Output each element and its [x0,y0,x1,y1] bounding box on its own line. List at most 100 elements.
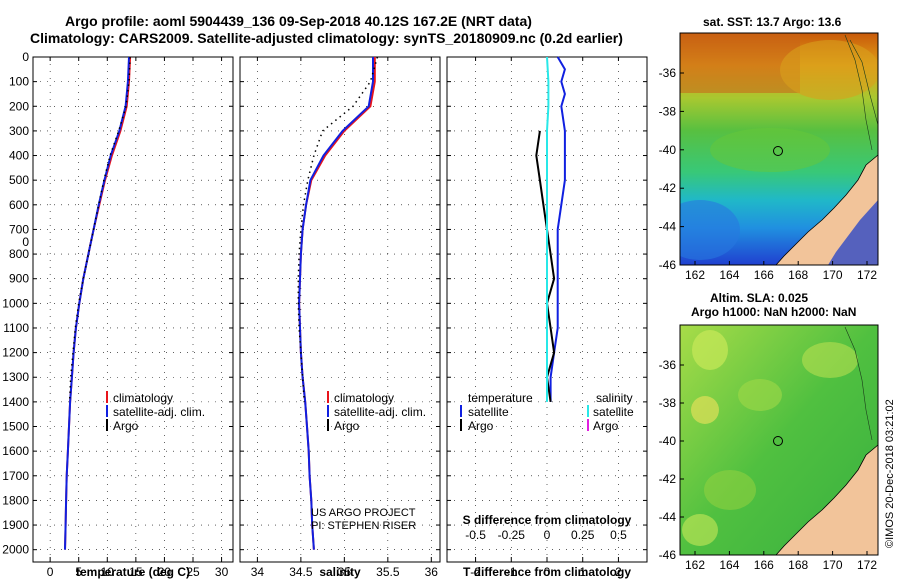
x-tick-label: 20 [158,565,172,579]
legend-temp-argo-swatch [460,419,462,431]
profile-panels: 0100200300400500600700080090010001100120… [2,50,648,579]
map-y-tick-label: -42 [659,472,677,486]
difference-legend: temperature salinity satellite satellite… [460,391,634,433]
depth-tick-label: 1000 [2,296,29,310]
x-tick-label: 34.5 [289,565,313,579]
x-tick-label: 2 [615,565,622,579]
legend-temperature-heading: temperature [468,391,533,405]
depth-tick-label: 0 [22,235,29,249]
new-zealand-land [776,445,878,555]
map-x-tick-label: 168 [788,268,808,282]
secondary-tick-label: -0.25 [498,528,526,542]
depth-tick-label: 1500 [2,420,29,434]
x-tick-label: 36 [425,565,439,579]
bathymetry-contour [844,326,873,441]
map-y-tick-label: -40 [659,143,677,157]
map-y-tick-label: -36 [659,358,677,372]
legend-climatology-label: climatology [334,391,394,405]
depth-tick-label: 0 [22,50,29,64]
depth-tick-label: 1800 [2,493,29,507]
sst-map-frame [679,32,879,266]
series-satellite-adj-clim- [298,57,374,550]
depth-tick-label: 800 [9,247,29,261]
map-x-tick-label: 172 [857,558,877,572]
series-temperature-satellite [549,56,566,402]
legend-argo-swatch [106,419,108,431]
salinity-panel: 34 34.5 35 35.5 36 salinity [239,56,441,579]
salinity-legend: climatology satellite-adj. clim. Argo [327,391,426,433]
legend-sal-argo-swatch [587,419,589,431]
legend-sal-satellite-swatch [587,405,589,417]
sla-map-title2: Argo h1000: NaN h2000: NaN [691,305,856,319]
legend-climatology-label: climatology [113,391,173,405]
sst-warm-patch [680,33,800,93]
series-climatology [64,56,132,550]
secondary-axis-label: S difference from climatology [463,513,632,527]
series-salinity-satellite [546,56,550,402]
legend-satellite-swatch [106,405,108,417]
map-x-tick-label: 170 [823,268,843,282]
legend-sal-argo-label: Argo [593,419,619,433]
depth-tick-label: 1100 [3,321,29,335]
legend-argo-label: Argo [334,419,360,433]
legend-salinity-heading: salinity [596,391,633,405]
credit-line1: US ARGO PROJECT [311,507,416,519]
map-y-tick-label: -42 [659,181,677,195]
depth-tick-label: 600 [9,198,29,212]
temperature-panel: 0 5 10 15 20 25 30 temperature (deg C) [32,56,234,579]
legend-climatology-swatch [327,391,329,403]
x-tick-label: 15 [129,565,143,579]
bathymetry-contour [849,39,878,126]
sla-map-ticks: 162 164 166 168 170 172 -36 -38 -40 -42 -44 -46 [659,358,878,572]
sla-map-frame [679,324,879,556]
x-tick-label: -1 [506,565,517,579]
series-argo [68,56,131,402]
map-y-tick-label: -36 [659,66,677,80]
sst-map-ticks: 162 164 166 168 170 172 -36 -38 -40 -42 -44 -46 [659,66,878,282]
depth-tick-label: 300 [9,124,29,138]
x-tick-label: 25 [186,565,200,579]
series-temperature-argo [535,130,556,403]
x-tick-label: -2 [470,565,481,579]
map-x-tick-label: 172 [857,268,877,282]
land-outline [775,154,878,265]
x-axis-label: T difference from climatology [463,565,631,579]
depth-tick-label: 1600 [2,444,29,458]
legend-climatology-swatch [106,391,108,403]
sst-green-blob [710,128,830,172]
panel-frame [239,56,441,563]
x-tick-label: 0 [544,565,551,579]
x-tick-label: 35 [338,565,352,579]
map-x-tick-label: 166 [754,558,774,572]
legend-satellite-label: satellite-adj. clim. [113,405,205,419]
header-line1: Argo profile: aoml 5904439_136 09-Sep-20… [65,13,532,29]
sst-map-title: sat. SST: 13.7 Argo: 13.6 [703,15,842,29]
sst-warm-blob [780,40,878,100]
depth-tick-label: 900 [9,272,29,286]
sla-blob [704,470,756,510]
imos-watermark: ©IMOS 20-Dec-2018 03:21:02 [884,399,896,548]
map-y-tick-label: -44 [659,510,677,524]
sst-map [680,33,878,265]
map-y-tick-label: -38 [659,104,677,118]
x-tick-label: 35.5 [376,565,400,579]
x-tick-label: 0 [47,565,54,579]
land-outline [775,444,878,555]
depth-tick-label: 1900 [2,518,29,532]
map-y-tick-label: -44 [659,220,677,234]
legend-temp-satellite-swatch [460,405,462,417]
x-axis-label: temperature (deg C) [76,565,190,579]
sla-blob [691,396,719,424]
x-tick-label: 10 [101,565,115,579]
panel-frame [32,56,234,563]
sla-map-title1: Altim. SLA: 0.025 [710,291,808,305]
sla-map [680,325,878,555]
map-x-tick-label: 166 [754,268,774,282]
temperature-legend: climatology satellite-adj. clim. Argo [106,391,205,433]
depth-tick-label: 100 [9,75,29,89]
credit-line2: PI: STEPHEN RISER [311,520,416,532]
sla-blob [802,342,858,378]
depth-tick-label: 500 [9,173,29,187]
map-y-tick-label: -46 [659,548,677,562]
